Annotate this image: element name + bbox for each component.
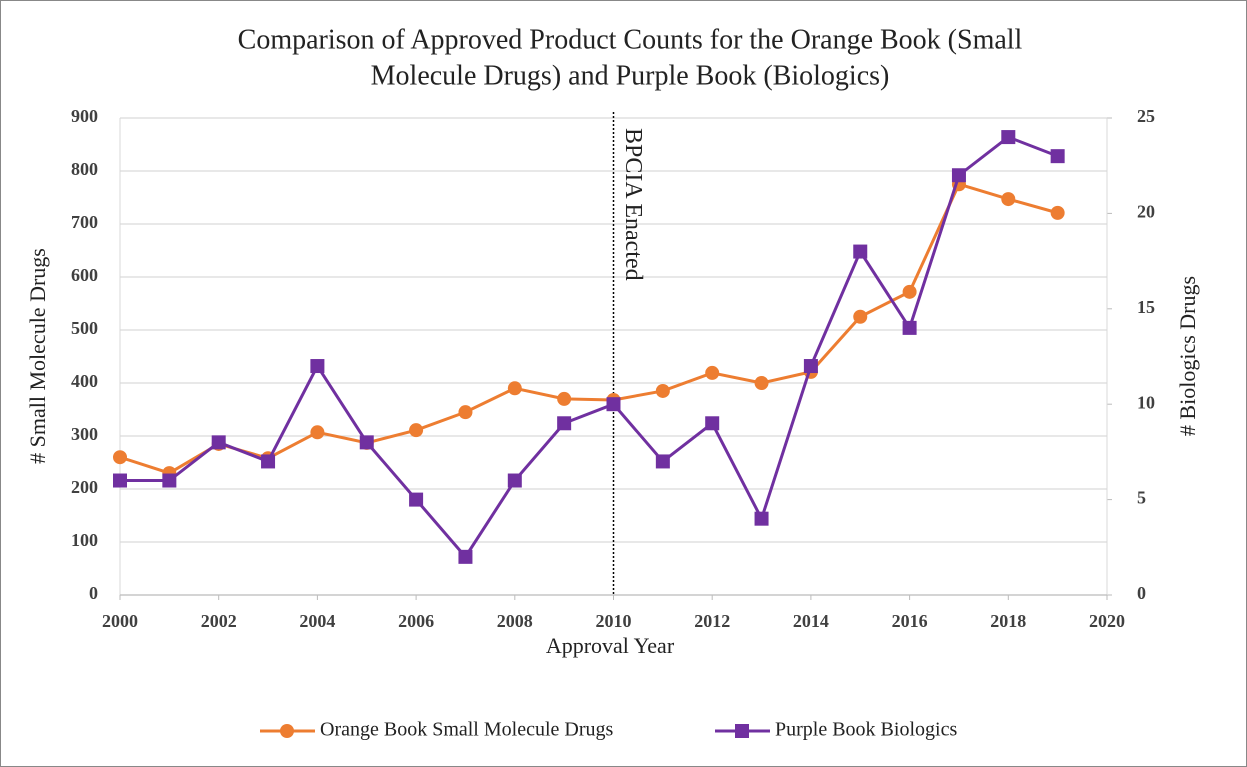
y-tick-label: 700 xyxy=(71,212,98,232)
annotation-text: BPCIA Enacted xyxy=(620,128,646,281)
y-tick-label: 300 xyxy=(71,424,98,444)
data-point xyxy=(409,423,424,438)
legend-label: Orange Book Small Molecule Drugs xyxy=(320,719,613,741)
y2-tick-label: 0 xyxy=(1137,583,1146,603)
data-point xyxy=(1050,205,1065,220)
data-point xyxy=(359,435,374,450)
y-tick-label: 800 xyxy=(71,159,98,179)
y-tick-label: 400 xyxy=(71,371,98,391)
y2-tick-label: 15 xyxy=(1137,297,1155,317)
data-point xyxy=(705,416,720,431)
data-point xyxy=(951,168,966,183)
data-point xyxy=(705,365,720,380)
y-tick-label: 100 xyxy=(71,530,98,550)
y-tick-label: 200 xyxy=(71,477,98,497)
data-point xyxy=(261,454,276,469)
y2-tick-label: 25 xyxy=(1137,106,1155,126)
y2-axis-title: # Biologics Drugs xyxy=(1175,276,1200,436)
data-point xyxy=(458,405,473,420)
data-point xyxy=(754,511,769,526)
x-tick-label: 2000 xyxy=(102,611,138,631)
data-point xyxy=(655,454,670,469)
y-tick-label: 900 xyxy=(71,106,98,126)
data-point xyxy=(853,309,868,324)
y-axis-title: # Small Molecule Drugs xyxy=(25,248,50,464)
legend-marker xyxy=(280,724,294,738)
data-point xyxy=(409,492,424,507)
x-tick-label: 2020 xyxy=(1089,611,1125,631)
x-tick-label: 2016 xyxy=(892,611,928,631)
data-point xyxy=(113,473,127,488)
x-tick-label: 2008 xyxy=(497,611,533,631)
data-point xyxy=(606,397,621,412)
series-line xyxy=(119,182,1059,475)
data-point xyxy=(803,359,818,374)
data-point xyxy=(557,416,572,431)
data-point xyxy=(1050,149,1065,164)
data-point xyxy=(113,450,127,465)
data-point xyxy=(507,381,522,396)
chart-title: Molecule Drugs) and Purple Book (Biologi… xyxy=(371,60,890,91)
y2-tick-label: 5 xyxy=(1137,488,1146,508)
x-tick-label: 2012 xyxy=(694,611,730,631)
legend-label: Purple Book Biologics xyxy=(775,719,957,741)
data-point xyxy=(507,473,522,488)
data-point xyxy=(162,473,177,488)
data-point xyxy=(853,244,868,259)
series-line xyxy=(120,135,1059,560)
y2-tick-label: 10 xyxy=(1137,392,1155,412)
data-point xyxy=(211,435,226,450)
data-point xyxy=(754,376,769,390)
data-point xyxy=(1001,130,1016,145)
y-tick-label: 0 xyxy=(89,583,98,603)
x-axis-title: Approval Year xyxy=(546,633,675,658)
chart-title: Comparison of Approved Product Counts fo… xyxy=(238,24,1023,55)
data-point xyxy=(310,425,325,440)
data-point xyxy=(655,383,670,398)
y-tick-label: 600 xyxy=(71,265,98,285)
data-point xyxy=(458,549,473,564)
data-point xyxy=(1001,192,1016,207)
x-tick-label: 2014 xyxy=(793,611,829,631)
x-tick-label: 2010 xyxy=(596,611,632,631)
data-point xyxy=(902,284,917,299)
data-point xyxy=(310,359,325,374)
data-point xyxy=(902,320,917,335)
y-tick-label: 500 xyxy=(71,318,98,338)
x-tick-label: 2006 xyxy=(398,611,434,631)
x-tick-label: 2004 xyxy=(299,611,335,631)
x-tick-label: 2002 xyxy=(201,611,237,631)
y2-tick-label: 20 xyxy=(1137,202,1155,222)
legend-marker xyxy=(735,724,749,738)
x-tick-label: 2018 xyxy=(990,611,1026,631)
data-point xyxy=(557,391,572,406)
